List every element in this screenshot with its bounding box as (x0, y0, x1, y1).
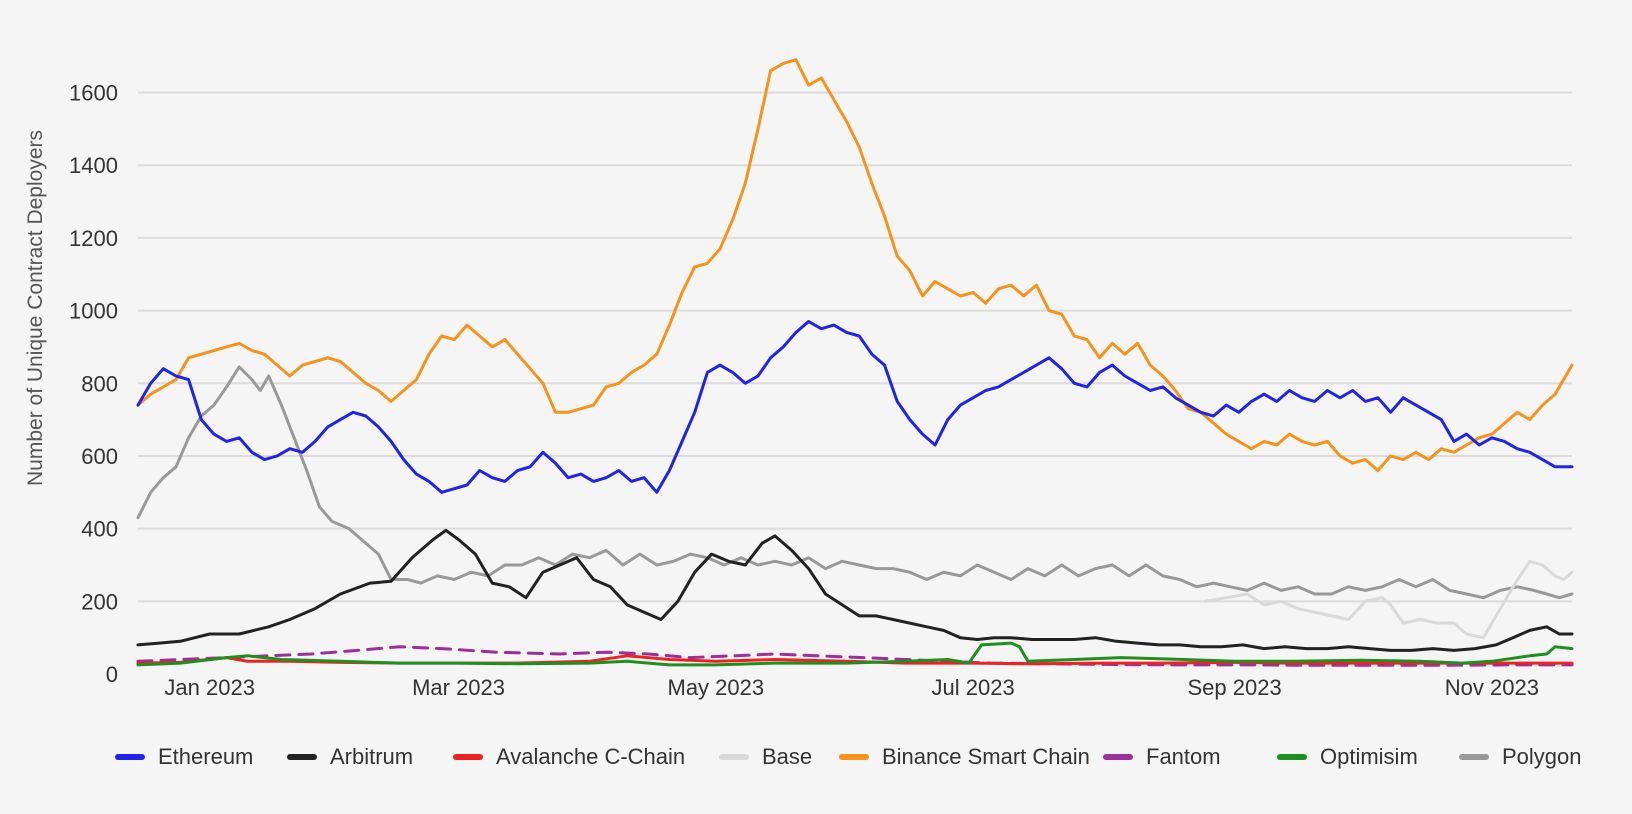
y-tick-label: 1600 (69, 81, 118, 106)
series-lines (136, 58, 1574, 667)
legend-label-base: Base (762, 744, 812, 769)
x-axis: Jan 2023 Mar 2023 May 2023 Jul 2023 Sep 2023… (164, 675, 1539, 700)
x-tick-label: Jul 2023 (932, 675, 1015, 700)
series-line-ethereum (136, 320, 1574, 494)
x-tick-label: Nov 2023 (1445, 675, 1539, 700)
x-tick-label: Mar 2023 (412, 675, 505, 700)
legend-label-polygon: Polygon (1502, 744, 1582, 769)
legend-label-fantom: Fantom (1146, 744, 1221, 769)
series-line-binance-smart-chain (136, 58, 1574, 472)
y-tick-label: 800 (81, 371, 118, 396)
x-tick-label: Sep 2023 (1187, 675, 1281, 700)
y-tick-label: 1400 (69, 153, 118, 178)
legend-label-ethereum: Ethereum (158, 744, 253, 769)
series-line-arbitrum (136, 528, 1574, 652)
gridlines (138, 91, 1572, 603)
y-tick-label: 1200 (69, 226, 118, 251)
x-tick-label: Jan 2023 (164, 675, 255, 700)
series-line-fantom (136, 645, 1574, 667)
legend: Ethereum Arbitrum Avalanche C-Chain Base Bin… (115, 744, 1582, 769)
y-tick-label: 1000 (69, 299, 118, 324)
legend-label-optimisim: Optimisim (1320, 744, 1418, 769)
series-line-optimisim (136, 641, 1574, 667)
y-tick-label: 400 (81, 517, 118, 542)
y-axis-title: Number of Unique Contract Deployers (24, 130, 47, 486)
series-line-base (1203, 559, 1574, 640)
legend-label-arbitrum: Arbitrum (330, 744, 413, 769)
y-tick-label: 600 (81, 444, 118, 469)
legend-label-avalanche-c-chain: Avalanche C-Chain (496, 744, 685, 769)
x-tick-label: May 2023 (668, 675, 765, 700)
y-tick-label: 200 (81, 589, 118, 614)
series-line-polygon (136, 365, 1574, 600)
legend-label-binance-smart-chain: Binance Smart Chain (882, 744, 1090, 769)
y-axis: 0 200 400 600 800 1000 1200 1400 1600 (69, 81, 118, 687)
y-tick-label: 0 (106, 662, 118, 687)
